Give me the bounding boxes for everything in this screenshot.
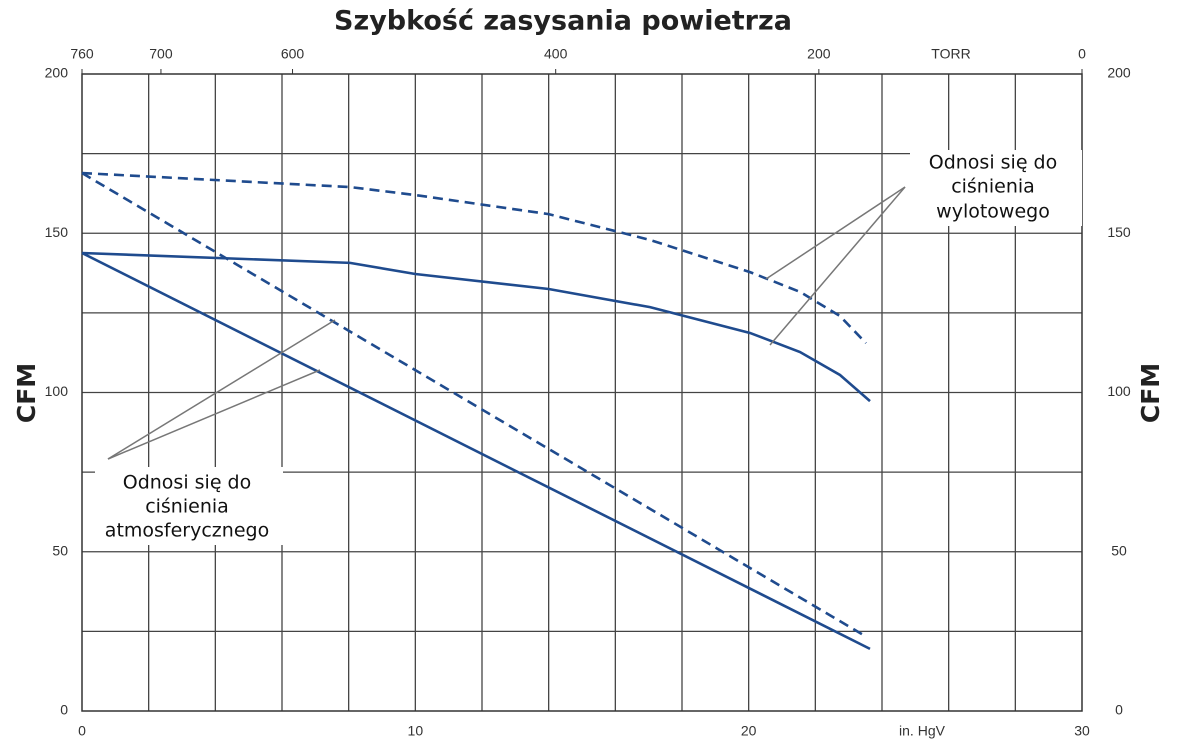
annotation-pointers (107, 186, 906, 460)
x2-tick-label: 700 (149, 46, 173, 62)
x-tick-label: 30 (1074, 723, 1090, 739)
annotation: Odnosi się do (929, 152, 1058, 174)
pointer (107, 319, 336, 460)
chart-title: Szybkość zasysania powietrza (334, 6, 792, 37)
x-tick-label: 0 (78, 723, 86, 739)
annotation: atmosferycznego (105, 520, 269, 542)
y-tick-label: 200 (45, 65, 69, 81)
x-axis-title: in. HgV (899, 723, 946, 739)
series-line (81, 171, 867, 345)
annotation-box (910, 150, 1082, 226)
x2-tick-label: 600 (281, 46, 305, 62)
annotation: Odnosi się do (123, 472, 252, 494)
x2-tick-label: 760 (70, 46, 94, 62)
x-tick-label: 10 (408, 723, 424, 739)
annotation: wylotowego (936, 201, 1050, 223)
series-line (81, 251, 871, 403)
y-tick-label: 100 (45, 383, 69, 399)
y-axis-title: CFM (12, 363, 41, 423)
annotation: ciśnienia (145, 496, 229, 518)
pointer (765, 186, 906, 280)
y2-tick-label: 150 (1107, 224, 1131, 240)
x2-tick-label: 200 (807, 46, 831, 62)
annotation: ciśnienia (951, 176, 1035, 198)
y2-tick-label: 100 (1107, 383, 1131, 399)
plot-frame (81, 73, 1083, 712)
x-tick-label: 20 (741, 723, 757, 739)
annotation-box (95, 467, 283, 545)
y2-axis-title: CFM (1136, 363, 1165, 423)
grid (82, 74, 1082, 711)
pointer (769, 186, 906, 346)
y2-tick-label: 0 (1115, 702, 1123, 718)
series-line (81, 251, 871, 651)
series-line (81, 171, 866, 638)
y2-tick-label: 200 (1107, 65, 1131, 81)
x2-tick-label: 400 (544, 46, 568, 62)
x2-axis-title: TORR (931, 46, 970, 62)
lines (81, 171, 871, 651)
y2-tick-label: 50 (1111, 542, 1127, 558)
y-tick-label: 150 (45, 224, 69, 240)
x2-tick-label: 0 (1078, 46, 1086, 62)
y-tick-label: 50 (52, 542, 68, 558)
pointer (107, 369, 321, 460)
y-tick-label: 0 (60, 702, 68, 718)
